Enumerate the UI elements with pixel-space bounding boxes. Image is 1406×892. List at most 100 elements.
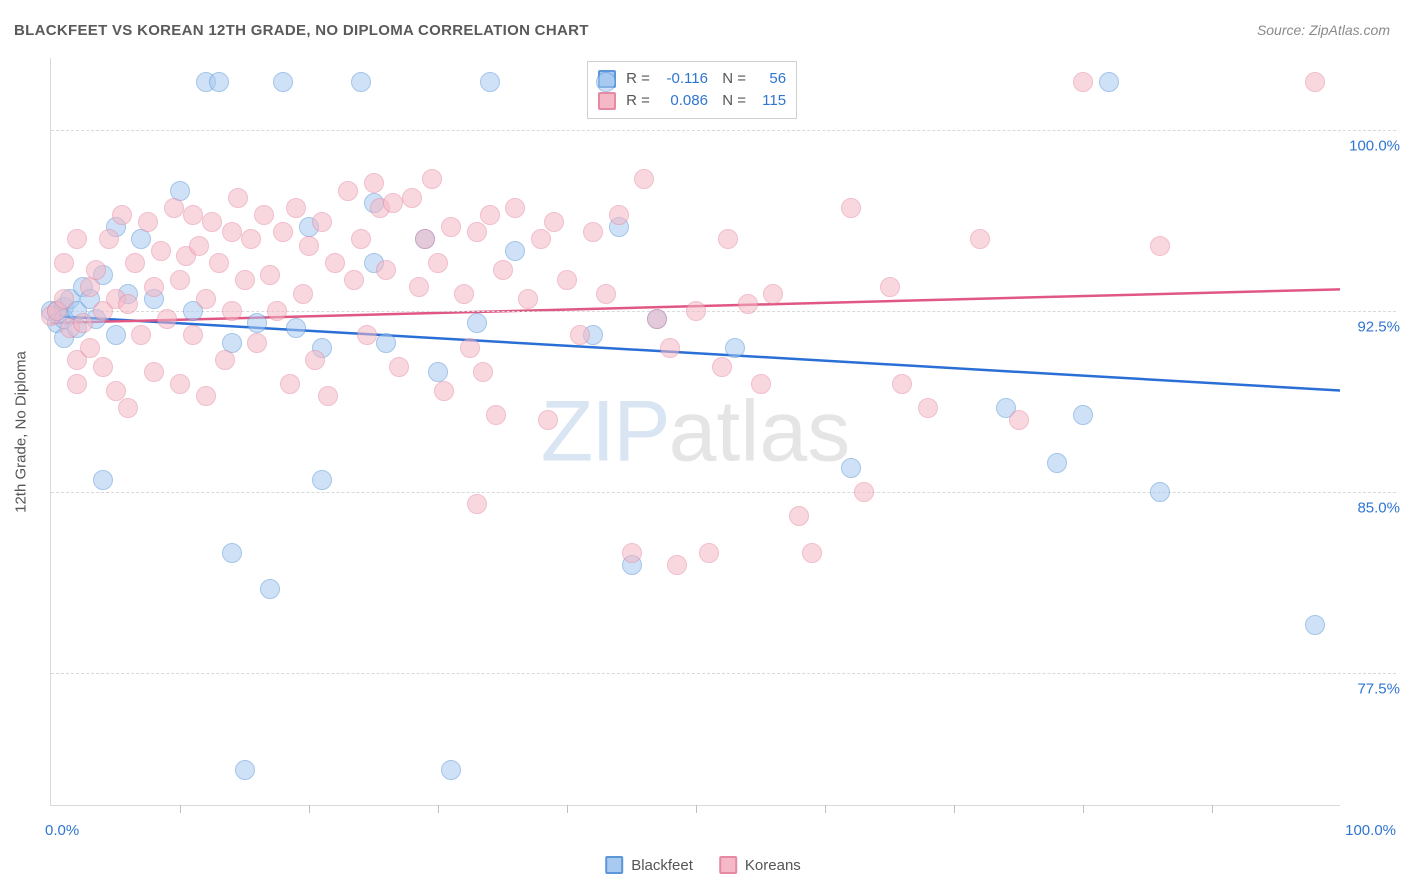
data-point bbox=[293, 284, 313, 304]
x-tick bbox=[309, 805, 310, 813]
data-point bbox=[144, 362, 164, 382]
data-point bbox=[841, 458, 861, 478]
y-axis-title: 12th Grade, No Diploma bbox=[13, 351, 30, 513]
x-tick bbox=[567, 805, 568, 813]
data-point bbox=[467, 494, 487, 514]
legend-swatch bbox=[719, 856, 737, 874]
legend-n-value: 56 bbox=[752, 68, 786, 90]
legend-n-value: 115 bbox=[752, 90, 786, 112]
data-point bbox=[841, 198, 861, 218]
legend-stat-row: R =0.086 N =115 bbox=[598, 90, 786, 112]
data-point bbox=[667, 555, 687, 575]
legend-r-value: 0.086 bbox=[656, 90, 708, 112]
data-point bbox=[596, 284, 616, 304]
data-point bbox=[970, 229, 990, 249]
watermark-atlas: atlas bbox=[669, 383, 851, 479]
data-point bbox=[106, 381, 126, 401]
trend-lines bbox=[51, 58, 1340, 805]
data-point bbox=[854, 482, 874, 502]
data-point bbox=[441, 217, 461, 237]
data-point bbox=[364, 173, 384, 193]
data-point bbox=[918, 398, 938, 418]
data-point bbox=[280, 374, 300, 394]
data-point bbox=[389, 357, 409, 377]
data-point bbox=[1047, 453, 1067, 473]
data-point bbox=[383, 193, 403, 213]
legend-r-label: R = bbox=[622, 68, 650, 90]
data-point bbox=[376, 333, 396, 353]
data-point bbox=[699, 543, 719, 563]
x-tick bbox=[696, 805, 697, 813]
x-axis-max-label: 100.0% bbox=[1345, 822, 1396, 839]
data-point bbox=[118, 294, 138, 314]
legend-label: Blackfeet bbox=[631, 857, 693, 874]
data-point bbox=[1099, 72, 1119, 92]
legend-r-label: R = bbox=[622, 90, 650, 112]
data-point bbox=[434, 381, 454, 401]
data-point bbox=[222, 222, 242, 242]
data-point bbox=[505, 198, 525, 218]
data-point bbox=[157, 309, 177, 329]
legend-item: Koreans bbox=[719, 856, 801, 874]
chart-title: BLACKFEET VS KOREAN 12TH GRADE, NO DIPLO… bbox=[14, 22, 589, 39]
data-point bbox=[486, 405, 506, 425]
data-point bbox=[351, 229, 371, 249]
data-point bbox=[80, 338, 100, 358]
data-point bbox=[273, 72, 293, 92]
data-point bbox=[151, 241, 171, 261]
data-point bbox=[106, 325, 126, 345]
legend-r-value: -0.116 bbox=[656, 68, 708, 90]
gridline bbox=[51, 130, 1396, 131]
data-point bbox=[164, 198, 184, 218]
data-point bbox=[183, 205, 203, 225]
data-point bbox=[480, 72, 500, 92]
data-point bbox=[196, 289, 216, 309]
data-point bbox=[235, 270, 255, 290]
data-point bbox=[622, 543, 642, 563]
y-tick-label: 92.5% bbox=[1344, 319, 1400, 336]
data-point bbox=[228, 188, 248, 208]
data-point bbox=[1305, 615, 1325, 635]
data-point bbox=[305, 350, 325, 370]
chart-source: Source: ZipAtlas.com bbox=[1257, 22, 1390, 38]
data-point bbox=[222, 543, 242, 563]
data-point bbox=[557, 270, 577, 290]
x-tick bbox=[1083, 805, 1084, 813]
data-point bbox=[493, 260, 513, 280]
data-point bbox=[428, 362, 448, 382]
plot-area: 12th Grade, No Diploma ZIPatlas R =-0.11… bbox=[50, 58, 1340, 806]
data-point bbox=[1305, 72, 1325, 92]
legend-label: Koreans bbox=[745, 857, 801, 874]
legend-n-label: N = bbox=[714, 68, 746, 90]
data-point bbox=[312, 470, 332, 490]
data-point bbox=[54, 253, 74, 273]
data-point bbox=[209, 72, 229, 92]
data-point bbox=[1150, 236, 1170, 256]
data-point bbox=[751, 374, 771, 394]
data-point bbox=[357, 325, 377, 345]
data-point bbox=[570, 325, 590, 345]
data-point bbox=[422, 169, 442, 189]
data-point bbox=[634, 169, 654, 189]
legend-swatch bbox=[598, 92, 616, 110]
data-point bbox=[67, 374, 87, 394]
data-point bbox=[344, 270, 364, 290]
data-point bbox=[247, 333, 267, 353]
data-point bbox=[402, 188, 422, 208]
data-point bbox=[718, 229, 738, 249]
data-point bbox=[189, 236, 209, 256]
data-point bbox=[647, 309, 667, 329]
data-point bbox=[93, 470, 113, 490]
data-point bbox=[338, 181, 358, 201]
legend-item: Blackfeet bbox=[605, 856, 693, 874]
x-tick bbox=[438, 805, 439, 813]
watermark: ZIPatlas bbox=[541, 382, 850, 481]
data-point bbox=[544, 212, 564, 232]
data-point bbox=[209, 253, 229, 273]
data-point bbox=[409, 277, 429, 297]
data-point bbox=[73, 313, 93, 333]
data-point bbox=[583, 222, 603, 242]
data-point bbox=[170, 374, 190, 394]
data-point bbox=[428, 253, 448, 273]
data-point bbox=[93, 357, 113, 377]
